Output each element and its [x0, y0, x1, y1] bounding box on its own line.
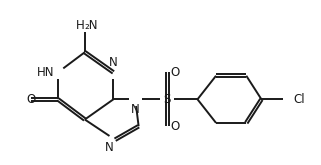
Text: N: N: [131, 103, 140, 116]
Text: HN: HN: [37, 66, 55, 79]
Text: S: S: [163, 93, 171, 106]
Text: Cl: Cl: [293, 93, 305, 106]
Text: O: O: [170, 66, 180, 79]
Text: N: N: [105, 141, 113, 154]
Text: O: O: [26, 93, 36, 106]
Text: ₂N: ₂N: [85, 19, 98, 32]
Text: O: O: [170, 120, 180, 133]
Text: N: N: [109, 56, 118, 69]
Text: H: H: [76, 19, 85, 32]
